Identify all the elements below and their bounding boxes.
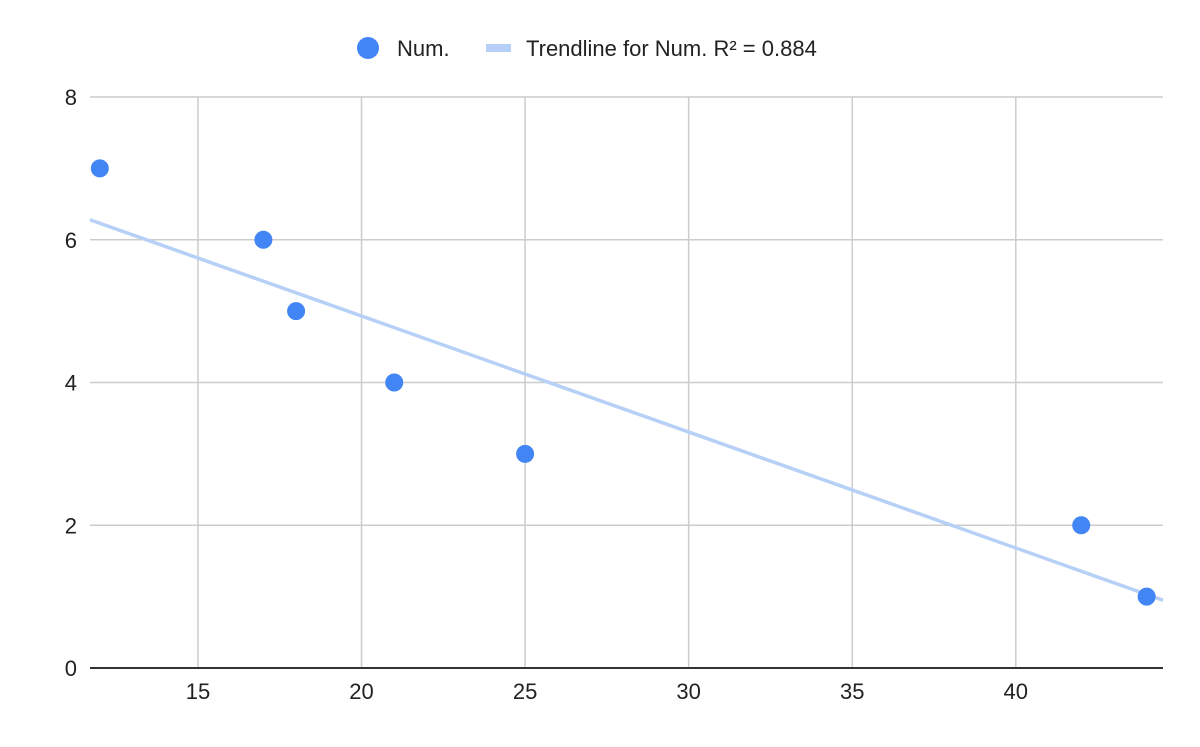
legend: Num. Trendline for Num. R² = 0.884 xyxy=(357,36,817,61)
data-point xyxy=(516,444,535,463)
y-tick-label: 8 xyxy=(65,85,77,110)
data-point xyxy=(1072,516,1091,535)
y-tick-label: 0 xyxy=(65,656,77,681)
legend-series-marker xyxy=(357,37,379,59)
y-tick-label: 6 xyxy=(65,228,77,253)
x-tick-label: 20 xyxy=(349,679,373,704)
data-point xyxy=(90,159,109,178)
gridlines xyxy=(90,96,1163,668)
legend-trendline-label: Trendline for Num. R² = 0.884 xyxy=(526,36,817,61)
axes: 0 2 4 6 8 15 20 25 30 35 40 xyxy=(65,85,1163,704)
legend-trendline-swatch xyxy=(486,44,511,52)
data-point xyxy=(254,230,273,249)
trendline xyxy=(89,218,1164,602)
x-tick-label: 40 xyxy=(1004,679,1028,704)
x-tick-label: 15 xyxy=(186,679,210,704)
x-tick-label: 25 xyxy=(513,679,537,704)
trendline-layer xyxy=(89,218,1164,602)
x-tick-label: 35 xyxy=(840,679,864,704)
legend-series-label: Num. xyxy=(397,36,450,61)
y-tick-label: 2 xyxy=(65,513,77,538)
data-point xyxy=(287,302,306,321)
y-tick-label: 4 xyxy=(65,371,77,396)
data-point xyxy=(1137,587,1156,606)
data-points xyxy=(90,159,1156,606)
data-point xyxy=(385,373,404,392)
x-tick-label: 30 xyxy=(676,679,700,704)
